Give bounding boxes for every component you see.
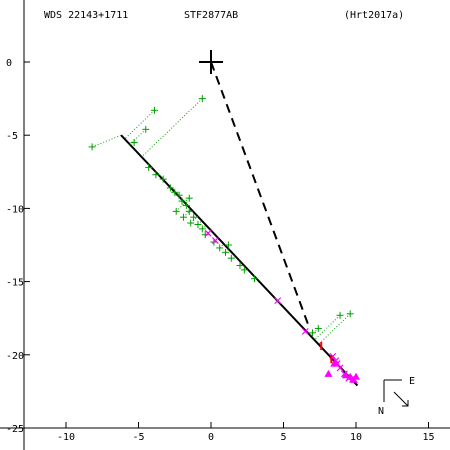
y-tick-label: -20 [6,351,24,362]
observation-point [142,125,150,133]
observation-point [336,311,344,319]
compass: E N [378,376,415,417]
x-tick-label: -10 [57,432,75,443]
observation-point [222,248,229,256]
observation-point [216,244,224,252]
residual-connector [201,224,207,230]
tick-marks [24,61,429,429]
orbit-line [120,134,359,387]
reference-code: (Hrt2017a) [344,10,405,21]
residual-connector [175,202,186,212]
observation-point [201,231,209,239]
compass-east-label: E [409,376,415,387]
x-tick-label: 15 [422,432,434,443]
discoverer-code: STF2877AB [184,10,239,21]
observation-point [171,188,179,196]
data-markers [88,95,360,384]
y-tick-label: -10 [6,204,24,215]
measurement-point [274,297,282,305]
observation-point [236,261,244,269]
observation-point [182,201,190,209]
residual-connector [130,142,135,146]
observation-point [150,106,158,114]
node-line-dashed [210,61,311,329]
primary-star-marker [199,50,223,74]
y-tick-label: -15 [6,278,24,289]
observation-point [194,221,202,229]
observation-point [159,175,167,183]
residual-connector [184,197,190,203]
triangle-point [324,369,333,377]
tick-labels: -10 -5 0 5 10 15 0 -5 -10 -15 -20 -25 [6,58,435,443]
measurement-point-b [211,237,219,245]
observation-point [172,207,180,215]
observation-point [224,241,232,249]
observation-point [88,143,96,151]
compass-north-label: N [378,406,384,417]
observation-point [227,254,235,262]
y-tick-label: -25 [6,424,24,435]
triangle-point [341,371,350,379]
x-tick-label: 0 [208,432,214,443]
residual-connector [91,134,122,148]
observation-point [187,219,195,227]
observation-point [178,197,186,205]
measurement-point-b [336,364,344,372]
observation-point [166,184,174,192]
observation-point [175,191,183,199]
measurement-point-b [204,229,212,237]
y-tick-label: -5 [6,131,18,142]
residual-connector [197,220,203,225]
observation-point [145,163,153,171]
observation-point [185,207,193,215]
measurement-point [301,327,309,335]
observation-point [346,310,354,318]
observation-point [251,275,258,283]
measurement-point-b [301,327,309,335]
observation-point [179,213,187,221]
arrowhead-icon [402,400,409,407]
x-tick-label: -5 [132,432,144,443]
residual-connector [318,313,351,345]
observation-point [240,266,248,274]
link-lines [91,61,359,387]
observation-point [190,213,198,221]
observation-point [309,329,316,337]
triangle-point [352,372,360,380]
x-tick-label: 5 [280,432,286,443]
residual-connector [141,98,203,158]
measurement-point-b [340,370,348,378]
triangle-point [330,359,339,367]
observation-point [185,194,193,202]
y-tick-label: 0 [6,58,12,69]
motion-arrow-icon [393,391,409,407]
observation-point [152,171,160,179]
observation-point [314,324,322,332]
residual-connector [225,248,230,253]
residual-connector [124,109,155,140]
measurement-point-b [274,297,282,305]
observation-point [198,225,206,233]
observation-point [130,139,138,147]
observation-point [198,95,206,103]
measurement-point [336,364,344,372]
wds-identifier: WDS 22143+1711 [44,10,129,21]
residual-connector [219,243,225,249]
measurement-point [211,237,219,245]
measurement-point [204,229,212,237]
x-tick-label: 10 [350,432,362,443]
